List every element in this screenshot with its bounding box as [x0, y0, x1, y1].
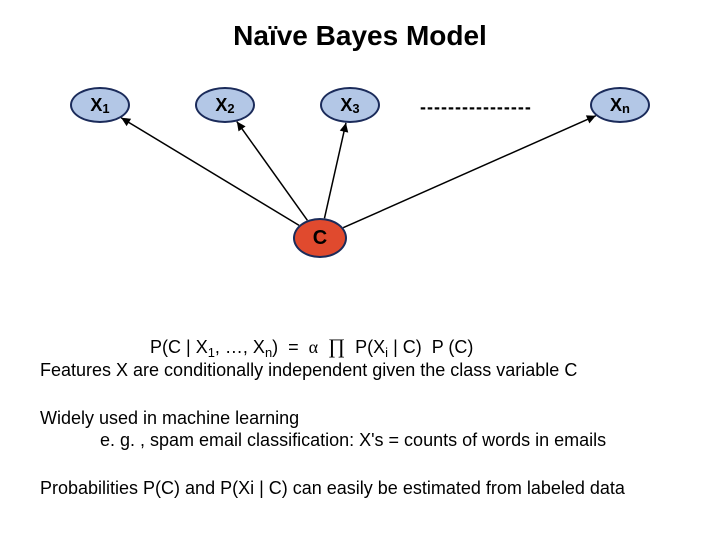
naive-bayes-diagram: X1 X2 X3 Xn C ---------------- [0, 60, 720, 300]
slide: Naïve Bayes Model X1 X2 X3 Xn C --------… [0, 0, 720, 540]
line-3: e. g. , spam email classification: X's =… [100, 430, 680, 451]
node-c: C [293, 218, 347, 258]
formula-p-open: P(C | X [150, 337, 208, 357]
formula-prod: ∏ [328, 336, 345, 358]
formula-mid: , …, X [215, 337, 265, 357]
line-4: Probabilities P(C) and P(Xi | C) can eas… [40, 478, 680, 499]
node-x2-sub: 2 [227, 101, 234, 116]
formula-subi: i [385, 345, 388, 360]
formula-alpha: α [309, 337, 318, 357]
node-xn-sub: n [622, 101, 630, 116]
node-x3-sub: 3 [352, 101, 359, 116]
node-x2-label: X [215, 95, 227, 116]
node-x1: X1 [70, 87, 130, 123]
formula-space2: P(X [345, 337, 385, 357]
formula-space1 [318, 337, 328, 357]
node-x3: X3 [320, 87, 380, 123]
node-x1-label: X [90, 95, 102, 116]
ellipsis-dashes: ---------------- [420, 97, 532, 118]
formula-subn: n [265, 345, 272, 360]
line-1: Features X are conditionally independent… [40, 360, 680, 381]
formula-close-eq: ) = [272, 337, 309, 357]
node-x2: X2 [195, 87, 255, 123]
node-x3-label: X [340, 95, 352, 116]
formula-rest: | C) P (C) [388, 337, 473, 357]
node-xn-label: X [610, 95, 622, 116]
formula-sub1: 1 [208, 345, 215, 360]
node-x1-sub: 1 [102, 101, 109, 116]
node-c-label: C [313, 227, 327, 250]
node-xn: Xn [590, 87, 650, 123]
slide-title: Naïve Bayes Model [0, 20, 720, 52]
line-2: Widely used in machine learning [40, 408, 680, 429]
